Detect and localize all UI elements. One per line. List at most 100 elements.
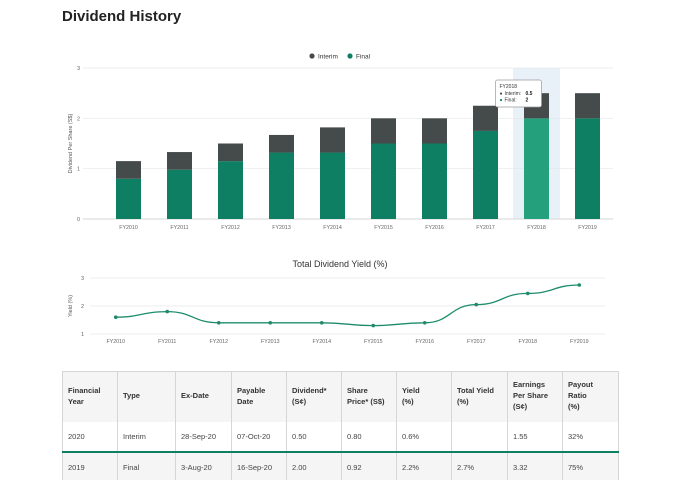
column-header-text: Dividend* (292, 385, 327, 395)
column-header-text: Ex-Date (181, 391, 209, 401)
yield-point (113, 315, 118, 319)
yield-point (525, 291, 530, 296)
column-header-text: Financial (68, 385, 101, 395)
column-header: Payout Ratio (%) (562, 371, 619, 422)
bar-final (116, 178, 141, 219)
column-header-text: Type (123, 391, 140, 401)
x-tick-label: FY2011 (170, 225, 188, 231)
x-tick-label: FY2014 (323, 225, 342, 231)
y-tick-label: 3 (81, 276, 84, 282)
yield-point (422, 321, 427, 325)
x-tick-label: FY2013 (272, 225, 291, 231)
yield-chart-title: Total Dividend Yield (%) (292, 259, 388, 269)
x-tick-label: FY2019 (570, 339, 589, 345)
y-tick-label: 1 (77, 167, 80, 173)
x-tick-label: FY2013 (261, 339, 280, 345)
table-cell: Interim (117, 421, 176, 453)
bar-final (167, 169, 192, 219)
column-header: Type (117, 371, 176, 422)
bar-interim (422, 118, 447, 144)
bar-final (320, 152, 345, 219)
dividend-table: Financial Year Type Ex-Date Payable Date Divid… (62, 371, 619, 480)
tooltip-row-label: Interim: (505, 91, 522, 97)
column-header-text: Date (237, 396, 254, 406)
table-cell (451, 421, 508, 453)
x-tick-label: FY2016 (425, 225, 444, 231)
column-header: Share Price* (S$) (341, 371, 397, 422)
column-header: Payable Date (231, 371, 287, 422)
yield-point (319, 321, 324, 325)
table-cell: 0.92 (341, 451, 397, 480)
table-cell: 2.00 (286, 451, 342, 480)
bar-final (422, 143, 447, 219)
x-tick-label: FY2017 (476, 225, 495, 231)
column-header: Earnings Per Share (S¢) (507, 371, 563, 422)
column-header-text: Total Yield (457, 385, 494, 395)
x-tick-label: FY2018 (518, 339, 537, 345)
column-header-text: Share (347, 385, 368, 395)
y-axis-label: Dividend Per Share (S$) (68, 114, 74, 174)
table-cell: 2019 (62, 451, 118, 480)
column-header-text: Year (68, 396, 84, 406)
bar-interim (116, 161, 141, 179)
tooltip-row-value: 0.5 (526, 91, 533, 97)
table-cell: Final (117, 451, 176, 480)
y-tick-label: 1 (81, 332, 84, 338)
legend-marker-interim (309, 53, 315, 59)
table-cell: 16-Sep-20 (231, 451, 287, 480)
page-title: Dividend History (62, 8, 182, 25)
yield-point (216, 321, 221, 325)
bar-interim (371, 118, 396, 144)
yield-line (115, 284, 580, 327)
bar-interim (218, 143, 243, 162)
column-header-text: Per Share (513, 391, 549, 401)
x-tick-label: FY2010 (119, 225, 138, 231)
table-cell: 2.2% (396, 451, 452, 480)
column-header-text: Yield (402, 385, 420, 395)
y-tick-label: 2 (77, 116, 80, 122)
x-tick-label: FY2016 (415, 339, 434, 345)
x-tick-label: FY2011 (158, 339, 176, 345)
column-header: Dividend* (S¢) (286, 371, 342, 422)
table-cell: 2.7% (451, 451, 508, 480)
table-cell: 32% (562, 421, 619, 453)
legend-label-final: Final (356, 54, 371, 61)
column-header-text: (S¢) (292, 396, 307, 406)
table-cell: 0.50 (286, 421, 342, 453)
table-row: 2019 Final 3-Aug-20 16-Sep-20 2.00 0.92 2.2% 2.… (62, 451, 619, 480)
bar-final (218, 161, 243, 219)
x-tick-label: FY2012 (209, 339, 228, 345)
tooltip-row-value: 2 (526, 98, 529, 104)
tooltip-box (495, 79, 542, 108)
bar-final (473, 130, 498, 219)
column-header-text: Price* (S$) (347, 396, 385, 406)
column-header-text: (%) (457, 396, 469, 406)
tooltip-title: FY2018 (500, 84, 518, 90)
yield-point (371, 323, 376, 328)
legend-label-interim: Interim (318, 54, 338, 61)
column-header-text: (%) (568, 402, 580, 412)
column-header-text: Payout (568, 380, 594, 390)
yield-point (577, 283, 582, 287)
bar-interim (320, 127, 345, 153)
bar-final (269, 152, 294, 219)
yield-point (474, 302, 479, 307)
column-header-text: (%) (402, 396, 414, 406)
bar-interim (269, 134, 294, 153)
table-cell: 2020 (62, 421, 118, 453)
tooltip-row-label: Final: (505, 98, 517, 104)
chart-tooltip: FY2018● Interim: 0.5● Final: 2 (495, 79, 542, 108)
column-header-text: Earnings (513, 380, 546, 390)
y-tick-label: 0 (77, 217, 80, 223)
x-tick-label: FY2018 (527, 225, 546, 231)
table-row: 2020 Interim 28-Sep-20 07-Oct-20 0.50 0.80 0.6… (62, 421, 619, 453)
column-header-text: (S¢) (513, 402, 528, 412)
bar-final (371, 143, 396, 219)
dividend-per-share-bar-chart: Interim Final 0 1 2 3 Dividend Per Share (S$) F… (68, 53, 613, 231)
table-cell: 1.55 (507, 421, 563, 453)
table-cell: 3.32 (507, 451, 563, 480)
dividend-table-wrapper: Financial Year Type Ex-Date Payable Date Divid… (62, 371, 619, 480)
column-header: Financial Year (62, 371, 118, 422)
y-tick-label: 3 (77, 66, 80, 72)
tooltip-bullet: ● (500, 91, 503, 97)
